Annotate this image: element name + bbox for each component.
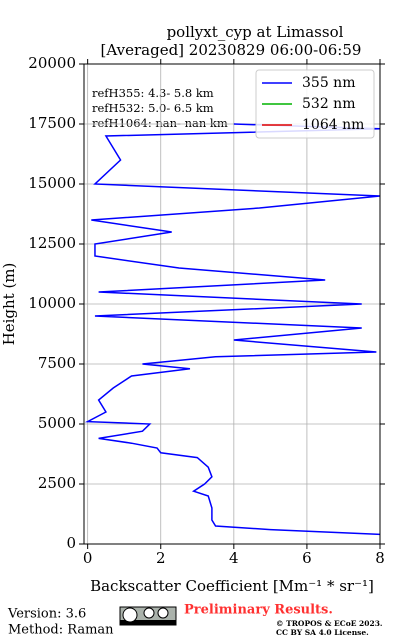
y-tick-label: 5000: [38, 414, 76, 432]
chart-title: pollyxt_cyp at Limassol: [167, 23, 344, 41]
y-tick-label: 2500: [38, 474, 76, 492]
chart-subtitle: [Averaged] 20230829 06:00-06:59: [101, 41, 362, 59]
license: © TROPOS & ECoE 2023.: [276, 619, 383, 628]
y-axis-label: Height (m): [0, 263, 18, 346]
legend-label: 1064 nm: [302, 117, 364, 133]
y-tick-label: 0: [66, 534, 76, 552]
y-tick-label: 20000: [28, 54, 76, 72]
x-axis-label: Backscatter Coefficient [Mm⁻¹ * sr⁻¹]: [90, 577, 374, 595]
method: Method: Raman: [8, 623, 114, 638]
legend-label: 355 nm: [302, 75, 355, 91]
legend-label: 532 nm: [302, 96, 355, 112]
annotation: refH532: 5.0- 6.5 km: [92, 101, 214, 115]
license: CC BY SA 4.0 License.: [276, 628, 369, 637]
y-tick-label: 12500: [28, 234, 76, 252]
y-tick-label: 15000: [28, 174, 76, 192]
y-tick-label: 7500: [38, 354, 76, 372]
version: Version: 3.6: [7, 607, 86, 622]
profile-line: [84, 123, 381, 536]
x-tick-label: 2: [156, 549, 166, 567]
legend-box: [255, 69, 375, 139]
cc-logo: [119, 606, 177, 626]
y-tick-label: 10000: [28, 294, 76, 312]
y-tick-label: 17500: [28, 114, 76, 132]
x-tick-label: 6: [302, 549, 312, 567]
annotation: refH355: 4.3- 5.8 km: [92, 86, 214, 100]
x-tick-label: 4: [229, 549, 239, 567]
x-tick-label: 0: [83, 549, 93, 567]
annotation: refH1064: nan- nan km: [92, 116, 228, 130]
status: Preliminary Results.: [184, 603, 333, 618]
plot-frame: [83, 63, 381, 545]
x-tick-label: 8: [375, 549, 385, 567]
